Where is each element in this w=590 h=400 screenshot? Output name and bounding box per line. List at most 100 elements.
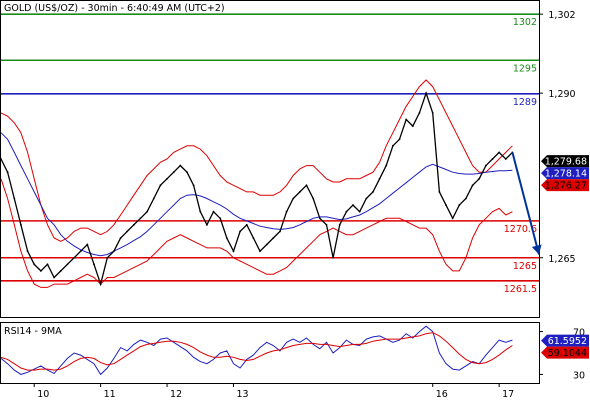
price-point-18 [119, 237, 122, 239]
price-point-74 [491, 158, 494, 160]
price-point-60 [398, 138, 401, 141]
price-point-66 [438, 191, 441, 193]
price-point-30 [199, 210, 202, 213]
x-tick-label-0: 10 [37, 389, 49, 400]
x-tick-label-5: 17 [502, 389, 514, 400]
price-series [0, 91, 513, 287]
price-point-68 [451, 217, 454, 220]
price-point-70 [465, 197, 467, 200]
price-point-39 [259, 250, 261, 253]
price-tag-label-1: 1,278.14 [545, 169, 587, 180]
price-point-40 [265, 243, 268, 246]
price-point-49 [325, 223, 328, 226]
bollinger-upper-line [0, 79, 513, 242]
price-point-34 [225, 237, 228, 239]
price-levels: 1302 1295 1289 1270.6 1265 1261.5 [1, 13, 539, 295]
price-point-31 [206, 223, 208, 226]
price-point-32 [212, 210, 215, 213]
moving-average-series [0, 132, 513, 257]
price-point-28 [186, 171, 188, 174]
level-label-4: 1265 [513, 261, 537, 272]
rsi-y-tick-label-0: 70 [573, 328, 585, 339]
price-y-axis: 1,302 1,290 1,265 [539, 10, 576, 265]
x-tick-label-1: 11 [104, 389, 116, 400]
price-point-7 [46, 263, 49, 266]
price-point-65 [431, 112, 434, 114]
price-point-54 [358, 210, 361, 213]
bollinger-lower-series [0, 178, 513, 288]
price-point-43 [285, 210, 288, 213]
price-point-73 [484, 164, 487, 167]
price-point-33 [219, 217, 222, 220]
price-point-50 [332, 256, 334, 259]
price-point-69 [458, 204, 461, 206]
x-tick-label-2: 12 [170, 389, 182, 400]
price-tags: 1,279.681,278.141,276.27 [541, 155, 589, 192]
price-point-75 [498, 151, 501, 154]
bollinger-upper-series [0, 79, 513, 242]
projection-arrow [511, 152, 542, 255]
x-axis: 10 11 12 13 16 17 [33, 383, 514, 400]
rsi-series [0, 325, 513, 376]
price-point-47 [312, 197, 315, 200]
price-point-25 [166, 177, 168, 180]
price-point-5 [33, 263, 36, 266]
price-point-58 [385, 164, 388, 167]
projection-line [511, 152, 540, 255]
rsi-tag-label-0: 61.5952 [548, 336, 587, 347]
price-point-9 [59, 270, 62, 272]
price-point-62 [411, 125, 414, 127]
price-point-4 [26, 250, 29, 253]
rsi-y-axis: 70 30 [539, 328, 585, 381]
chart-title: GOLD (US$/OZ) - 30min - 6:40:49 AM (UTC+… [4, 3, 225, 14]
price-point-63 [418, 112, 421, 114]
price-point-57 [378, 177, 381, 180]
price-point-27 [179, 164, 182, 167]
rsi-title: RSI14 - 9MA [4, 326, 62, 337]
price-point-44 [292, 197, 295, 200]
x-tick-label-3: 13 [236, 389, 248, 400]
price-point-41 [272, 237, 275, 239]
price-point-55 [365, 197, 368, 200]
price-point-22 [146, 210, 149, 213]
price-tag-label-0: 1,279.68 [545, 157, 587, 168]
price-point-8 [53, 276, 56, 279]
level-label-3: 1270.6 [504, 224, 537, 235]
price-point-67 [445, 204, 447, 206]
price-point-46 [305, 184, 308, 187]
price-point-52 [345, 210, 348, 213]
price-point-23 [152, 197, 155, 200]
price-point-1 [6, 171, 9, 174]
level-label-1: 1295 [513, 63, 537, 74]
price-point-72 [478, 177, 481, 180]
price-point-2 [13, 197, 16, 200]
price-point-13 [86, 243, 89, 246]
rsi-tag-0 [541, 334, 589, 347]
price-tag-label-2: 1,276.27 [545, 181, 587, 192]
price-tag-2 [541, 179, 589, 192]
price-point-53 [352, 204, 354, 206]
y-tick-label-1: 1,290 [548, 89, 575, 100]
rsi-lines [0, 325, 513, 376]
price-point-36 [239, 230, 242, 233]
price-point-10 [66, 263, 69, 266]
y-tick-label-2: 1,265 [548, 254, 575, 265]
x-tick-label-4: 16 [436, 389, 448, 400]
price-point-26 [172, 171, 175, 174]
price-point-6 [39, 270, 42, 272]
price-point-76 [504, 158, 507, 160]
rsi-ma-series [0, 332, 513, 371]
price-point-16 [106, 256, 109, 259]
price-point-3 [20, 223, 22, 226]
price-point-15 [99, 283, 102, 285]
price-point-17 [113, 250, 115, 253]
price-point-71 [471, 184, 474, 187]
price-point-48 [318, 217, 321, 220]
rsi-panel [0, 322, 540, 384]
price-point-19 [126, 230, 129, 233]
price-point-29 [192, 184, 195, 187]
price-tag-0 [541, 155, 589, 168]
price-point-38 [252, 237, 255, 239]
level-label-0: 1302 [513, 17, 537, 28]
